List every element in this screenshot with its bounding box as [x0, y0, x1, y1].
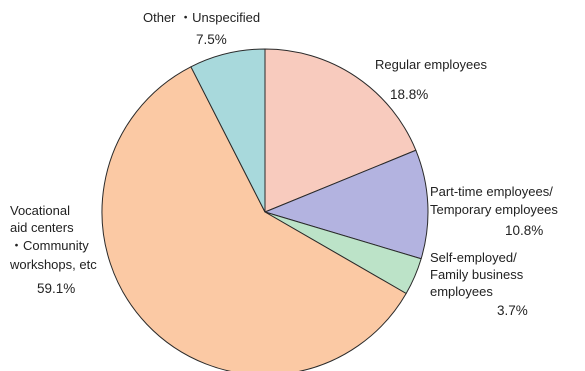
slice-percent-label: 18.8%: [390, 87, 428, 102]
slice-label-line: ・Community: [10, 238, 89, 253]
slice-label-line: Other ・Unspecified: [143, 10, 260, 25]
slice-percent-label: 7.5%: [196, 32, 227, 47]
slice-label-line: Temporary employees: [430, 202, 558, 217]
slice-label-line: Family business: [430, 267, 524, 282]
pie-slice-3: [101, 66, 407, 371]
pie-slice-1: [264, 149, 429, 260]
slice-percent-label: 10.8%: [505, 223, 543, 238]
slice-label-line: employees: [430, 284, 493, 299]
label-other-unspecified: Other ・Unspecified 7.5%: [143, 10, 260, 47]
label-self-employed: Self-employed/ Family business employees…: [430, 250, 528, 318]
slice-percent-label: 3.7%: [497, 303, 528, 318]
pie-slice-0: [264, 48, 417, 213]
slice-label-line: aid centers: [10, 220, 74, 235]
slice-label-line: Part-time employees/: [430, 184, 553, 199]
slice-label-line: Regular employees: [375, 57, 488, 72]
pie-slice-4: [190, 48, 266, 213]
slice-label-line: Self-employed/: [430, 250, 517, 265]
slice-label-line: workshops, etc: [9, 257, 97, 272]
label-regular-employees: Regular employees 18.8%: [375, 57, 488, 102]
label-vocational-aid-centers: Vocational aid centers ・Community worksh…: [9, 203, 97, 296]
label-part-time-employees: Part-time employees/ Temporary employees…: [430, 184, 558, 238]
slice-label-line: Vocational: [10, 203, 70, 218]
slice-percent-label: 59.1%: [37, 281, 75, 296]
pie-slices: [101, 48, 429, 371]
